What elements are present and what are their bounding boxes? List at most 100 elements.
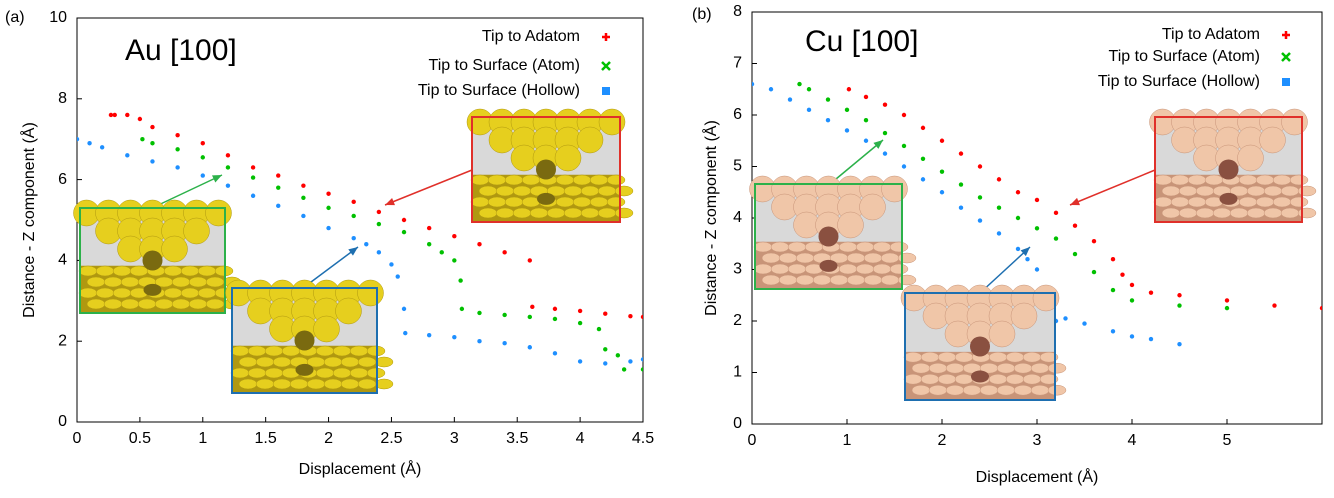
data-point	[402, 307, 406, 311]
data-point	[87, 141, 91, 145]
y-tick-label: 8	[733, 3, 742, 20]
inset-surface-atom	[189, 277, 207, 287]
inset-arrowhead	[1070, 198, 1080, 205]
data-point	[1149, 337, 1153, 341]
data-point	[902, 164, 906, 168]
inset-tip-atom	[162, 236, 188, 262]
inset-surface-atom	[164, 288, 182, 298]
data-point	[175, 133, 179, 137]
inset-surface-atom	[488, 175, 506, 185]
data-point	[458, 278, 462, 282]
inset-target	[1220, 193, 1238, 205]
inset-surface-atom	[350, 346, 368, 356]
data-point	[326, 206, 330, 210]
inset-surface-atom	[955, 374, 973, 384]
data-point	[1130, 298, 1134, 302]
inset-surface-atom	[1290, 175, 1308, 185]
inset-surface-atom	[1023, 352, 1041, 362]
inset-surface-atom	[864, 275, 882, 285]
inset-surface-atom	[564, 186, 582, 196]
inset-surface-atom	[598, 186, 616, 196]
inset-surface-atom	[172, 277, 190, 287]
y-tick-label: 2	[58, 332, 67, 349]
y-tick-label: 3	[733, 261, 742, 278]
inset-surface-atom	[581, 186, 599, 196]
data-point	[1016, 247, 1020, 251]
data-point	[452, 335, 456, 339]
panel-title: Au [100]	[125, 34, 237, 67]
inset-surface-atom	[762, 275, 780, 285]
y-tick-label: 6	[733, 106, 742, 123]
data-point	[201, 155, 205, 159]
inset-tip-atom	[1282, 109, 1308, 135]
data-point	[109, 113, 113, 117]
data-point	[997, 177, 1001, 181]
inset-surface-atom	[530, 208, 548, 218]
data-point	[553, 307, 557, 311]
data-point	[226, 153, 230, 157]
data-point	[1111, 257, 1115, 261]
x-tick-label: 1	[843, 432, 852, 449]
inset-surface-atom	[505, 175, 523, 185]
inset-tip-atom	[860, 194, 886, 220]
inset-surface-atom	[231, 368, 249, 378]
inset-surface-atom	[1006, 374, 1024, 384]
data-point	[1177, 303, 1181, 307]
data-point	[616, 353, 620, 357]
x-tick-label: 2	[324, 430, 333, 447]
data-point	[377, 210, 381, 214]
inset-tip-atom	[314, 316, 340, 342]
x-tick-label: 0	[748, 432, 757, 449]
data-point	[978, 218, 982, 222]
inset-surface-atom	[1247, 208, 1265, 218]
data-point	[883, 131, 887, 135]
data-point	[1054, 236, 1058, 240]
data-point	[959, 206, 963, 210]
inset-surface-atom	[164, 266, 182, 276]
data-point	[528, 258, 532, 262]
data-point	[769, 87, 773, 91]
inset-surface-atom	[316, 368, 334, 378]
inset-surface-atom	[189, 299, 207, 309]
inset-surface-atom	[607, 197, 625, 207]
data-point	[847, 87, 851, 91]
inset-surface-atom	[955, 352, 973, 362]
inset-tip-atom	[184, 218, 210, 244]
inset-surface-atom	[1256, 175, 1274, 185]
data-point	[251, 165, 255, 169]
inset-surface-atom	[1031, 385, 1049, 395]
data-point	[276, 204, 280, 208]
data-point	[477, 242, 481, 246]
data-point	[1130, 283, 1134, 287]
data-point	[460, 307, 464, 311]
data-point	[113, 113, 117, 117]
data-point	[1225, 306, 1229, 310]
inset-surface-atom	[771, 264, 789, 274]
data-point	[807, 108, 811, 112]
data-point	[364, 242, 368, 246]
inset-tip-atom	[1011, 303, 1037, 329]
inset-tip-atom	[838, 212, 864, 238]
inset-target	[971, 370, 989, 382]
inset-surface-atom	[358, 357, 376, 367]
data-point	[389, 262, 393, 266]
legend-label: Tip to Surface (Hollow)	[1098, 73, 1260, 90]
inset-surface-atom	[813, 275, 831, 285]
inset-surface-atom	[198, 266, 216, 276]
data-point	[826, 97, 830, 101]
inset-surface-atom	[881, 253, 899, 263]
data-point	[1092, 239, 1096, 243]
inset-surface-atom	[1281, 208, 1299, 218]
data-point	[528, 315, 532, 319]
data-point	[997, 231, 1001, 235]
inset-surface-atom	[921, 374, 939, 384]
inset-image	[74, 200, 242, 313]
inset-surface-atom	[929, 363, 947, 373]
inset-surface-atom	[496, 186, 514, 196]
inset-surface-atom	[181, 266, 199, 276]
data-point	[150, 159, 154, 163]
inset-surface-atom	[172, 299, 190, 309]
data-point	[628, 314, 632, 318]
x-tick-label: 5	[1223, 432, 1232, 449]
inset-surface-atom	[155, 299, 173, 309]
